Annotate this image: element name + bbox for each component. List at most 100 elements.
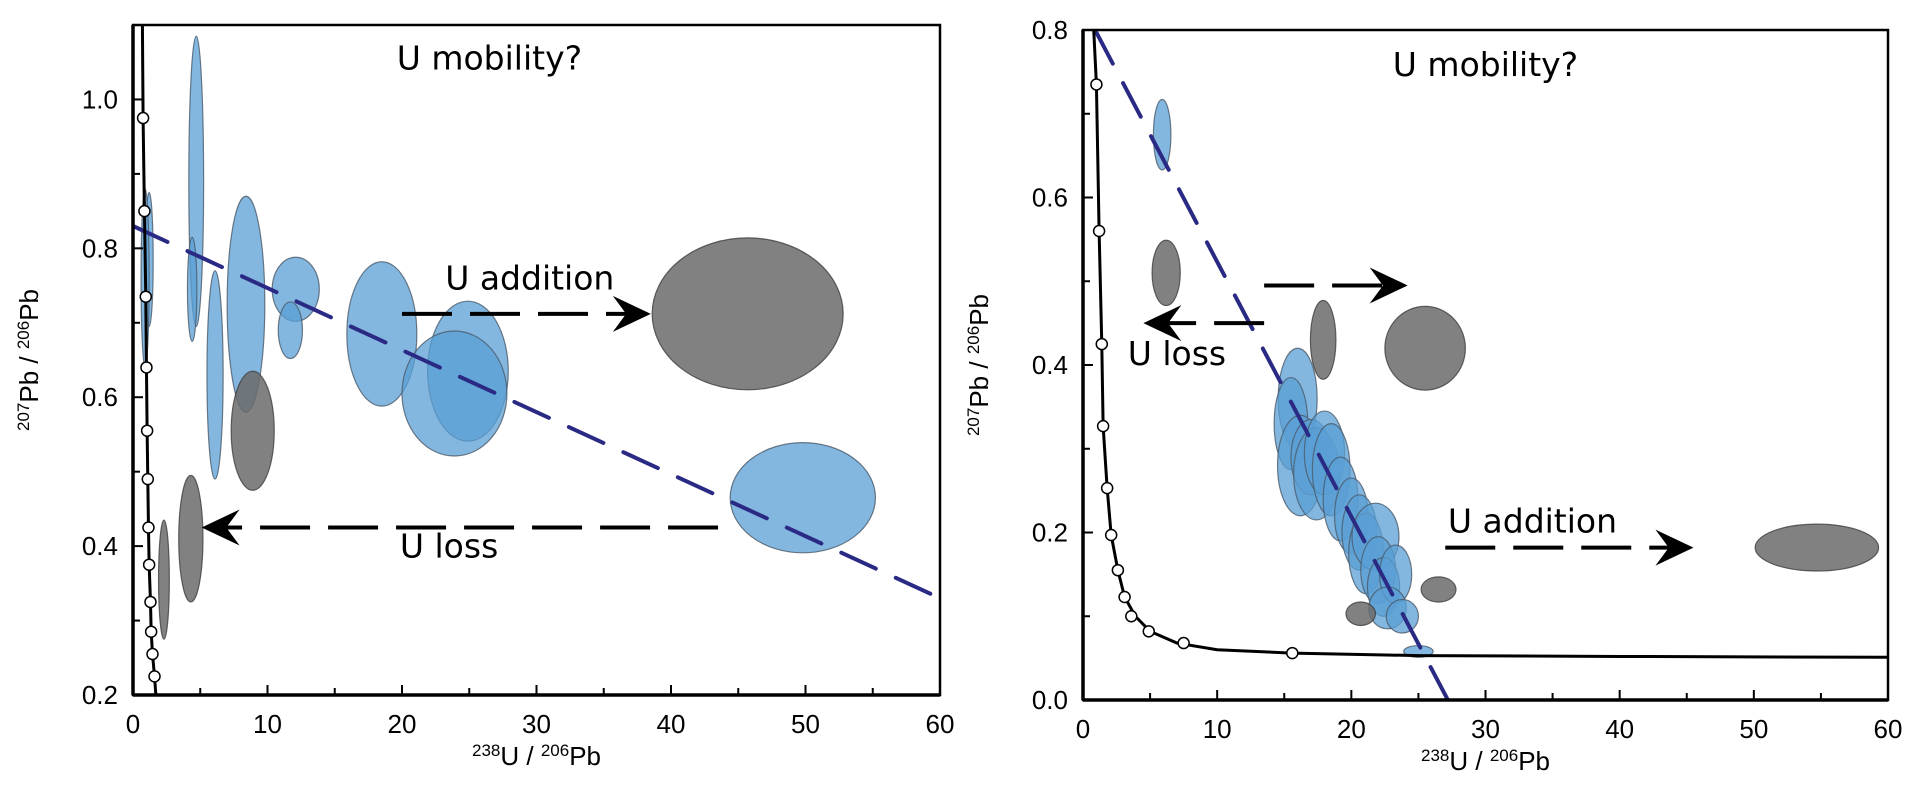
concordia-age-marker	[1096, 419, 1110, 433]
y-axis-label-base2: Pb	[964, 294, 994, 326]
x-tick-label: 10	[1203, 714, 1232, 744]
concordia-age-marker	[148, 670, 161, 683]
concordia-age-marker	[142, 558, 156, 571]
u-loss-label: U loss	[1128, 334, 1226, 373]
x-axis-label-sep: /	[1468, 746, 1490, 776]
concordia-age-marker	[1104, 528, 1118, 542]
x-axis-label: 238U / 206Pb	[1421, 746, 1550, 777]
grey-error-ellipse	[1754, 523, 1880, 572]
x-tick-label: 60	[926, 709, 955, 739]
x-axis-label: 238U / 206Pb	[472, 741, 601, 772]
x-tick-label: 30	[1471, 714, 1500, 744]
x-tick-label: 50	[791, 709, 820, 739]
x-tick-label: 40	[657, 709, 686, 739]
concordia-age-marker	[139, 290, 153, 303]
u-addition-label: U addition	[1448, 502, 1617, 541]
chart-title-annotation: U mobility?	[397, 39, 582, 78]
y-axis-label: 207Pb / 206Pb	[964, 294, 995, 436]
y-tick-label: 0.6	[82, 382, 118, 412]
chart-title-annotation: U mobility?	[1393, 45, 1578, 84]
y-axis-label-sup1: 207	[14, 403, 33, 431]
concordia-age-marker	[144, 625, 158, 638]
x-tick-label: 0	[1076, 714, 1090, 744]
concordia-age-marker	[1100, 481, 1114, 495]
y-tick-label: 0.6	[1032, 183, 1068, 213]
concordia-age-marker	[1286, 646, 1299, 660]
concordia-age-marker	[1111, 563, 1125, 577]
y-tick-label: 0.4	[1032, 350, 1068, 380]
grey-error-ellipse	[230, 370, 275, 491]
x-tick-label: 20	[1337, 714, 1366, 744]
blue-error-ellipse	[277, 301, 304, 360]
discordia-line	[1093, 30, 1450, 700]
y-tick-label: 0.4	[82, 531, 118, 561]
x-axis-label-sep: /	[519, 741, 541, 771]
y-tick-label: 0.8	[1032, 15, 1068, 45]
discordia-line	[133, 224, 940, 601]
x-tick-label: 0	[126, 709, 140, 739]
x-tick-label: 40	[1605, 714, 1634, 744]
concordia-age-marker	[1177, 636, 1190, 650]
concordia-age-marker	[136, 111, 150, 125]
x-tick-label: 60	[1874, 714, 1903, 744]
concordia-age-marker	[140, 361, 153, 374]
concordia-age-marker	[138, 204, 151, 218]
arrow-head	[612, 295, 651, 332]
grey-error-ellipse	[651, 237, 844, 391]
x-axis-label-base1: U	[500, 741, 519, 771]
plot-area	[1090, 30, 1888, 700]
arrow-head	[201, 509, 240, 546]
y-axis-label-sup2: 206	[14, 321, 33, 349]
arrow-head	[1655, 529, 1694, 566]
blue-error-ellipse	[401, 330, 508, 457]
x-axis-label-sup2: 206	[541, 741, 569, 760]
blue-error-ellipse	[186, 236, 198, 342]
concordia-age-marker	[1090, 78, 1103, 91]
y-tick-label: 0.0	[1032, 685, 1068, 715]
x-axis-label-base2: Pb	[569, 741, 601, 771]
y-axis-label-base1: Pb	[964, 376, 994, 408]
y-axis-label-sep: /	[14, 349, 44, 371]
grey-error-ellipse	[1151, 239, 1181, 307]
grey-error-ellipse	[178, 474, 204, 603]
concordia-age-marker	[142, 521, 155, 534]
x-tick-label: 30	[522, 709, 551, 739]
arrow-head	[1143, 305, 1182, 342]
blue-error-ellipse	[206, 270, 224, 480]
x-axis-label-base2: Pb	[1518, 746, 1550, 776]
grey-error-ellipse	[1309, 299, 1337, 380]
y-axis-label-base2: Pb	[14, 289, 44, 321]
y-tick-label: 0.2	[82, 680, 118, 710]
x-axis-label-sup2: 206	[1490, 746, 1518, 765]
x-tick-label: 50	[1739, 714, 1768, 744]
y-tick-label: 0.8	[82, 233, 118, 263]
x-axis-label-sup1: 238	[472, 741, 500, 760]
y-axis-label-base1: Pb	[14, 371, 44, 403]
concordia-age-marker	[146, 647, 159, 661]
x-tick-label: 10	[253, 709, 282, 739]
y-axis-label: 207Pb / 206Pb	[14, 289, 45, 431]
concordia-age-marker	[1092, 224, 1106, 238]
y-axis-label-sup1: 207	[964, 408, 983, 436]
blue-error-ellipse	[729, 442, 877, 554]
x-axis-label-base1: U	[1449, 746, 1468, 776]
grey-error-ellipse	[1384, 305, 1466, 391]
y-tick-label: 1.0	[82, 84, 118, 114]
grey-error-ellipse	[157, 519, 170, 640]
u-loss-label: U loss	[400, 526, 498, 565]
concordia-age-marker	[1095, 337, 1109, 351]
concordia-age-marker	[1125, 610, 1138, 623]
grey-error-ellipse	[1420, 576, 1457, 603]
grey-error-ellipse	[1345, 601, 1377, 627]
concordia-age-marker	[1118, 590, 1131, 604]
x-axis-label-sup1: 238	[1421, 746, 1449, 765]
concordia-age-marker	[141, 472, 155, 486]
y-axis-label-sep: /	[964, 354, 994, 376]
x-tick-label: 20	[388, 709, 417, 739]
concordia-age-marker	[1142, 625, 1155, 638]
concordia-age-marker	[140, 424, 154, 437]
u-addition-label: U addition	[445, 258, 614, 297]
